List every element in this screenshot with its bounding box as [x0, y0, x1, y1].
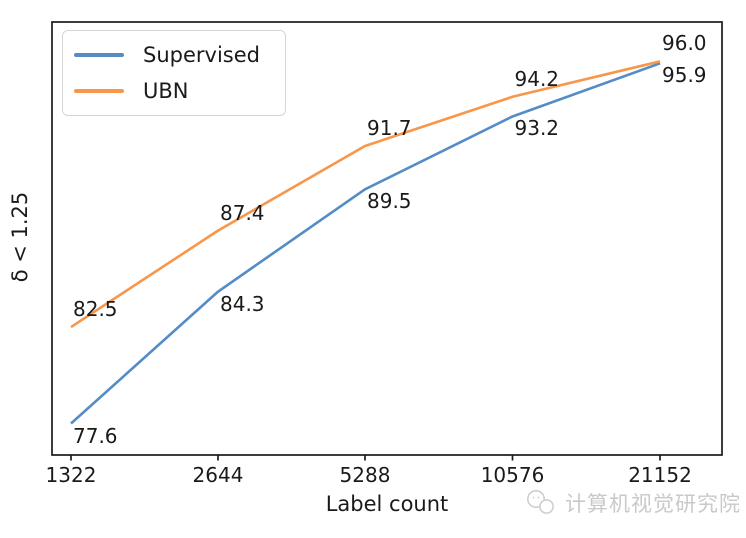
x-tick-label: 5288 — [339, 463, 391, 487]
series-line-supervised — [70, 62, 661, 425]
legend-swatch-0 — [74, 53, 124, 57]
x-axis-label: Label count — [325, 492, 449, 516]
point-label-supervised: 84.3 — [220, 291, 265, 316]
point-label-supervised: 89.5 — [367, 189, 412, 214]
point-label-ubn: 94.2 — [514, 66, 560, 91]
legend-box: Supervised UBN — [62, 30, 286, 116]
point-label-ubn: 82.5 — [73, 297, 118, 322]
point-label-ubn: 87.4 — [220, 200, 265, 225]
watermark-text: 计算机视觉研究院 — [565, 492, 741, 516]
point-label-ubn: 96.0 — [662, 31, 707, 56]
legend-entry-supervised: Supervised — [74, 43, 279, 67]
x-tick-label: 2644 — [192, 463, 244, 487]
x-tick-label: 21152 — [628, 463, 692, 487]
series-line-ubn — [70, 60, 661, 329]
y-axis-label: δ < 1.25 — [8, 191, 32, 283]
legend-label-supervised: Supervised — [143, 43, 260, 67]
axes-spines — [51, 21, 723, 456]
point-label-ubn: 91.7 — [367, 115, 412, 140]
watermark: 计算机视觉研究院 — [525, 488, 741, 518]
point-label-supervised: 93.2 — [514, 116, 560, 141]
point-label-supervised: 95.9 — [662, 63, 707, 88]
point-label-supervised: 77.6 — [73, 423, 118, 448]
legend-entry-ubn: UBN — [74, 79, 279, 103]
x-tick-label: 10576 — [480, 463, 545, 487]
legend-swatch-1 — [74, 89, 124, 93]
x-tick-label: 1322 — [45, 463, 97, 487]
legend-label-ubn: UBN — [143, 79, 189, 103]
wechat-logo-icon — [527, 490, 554, 514]
